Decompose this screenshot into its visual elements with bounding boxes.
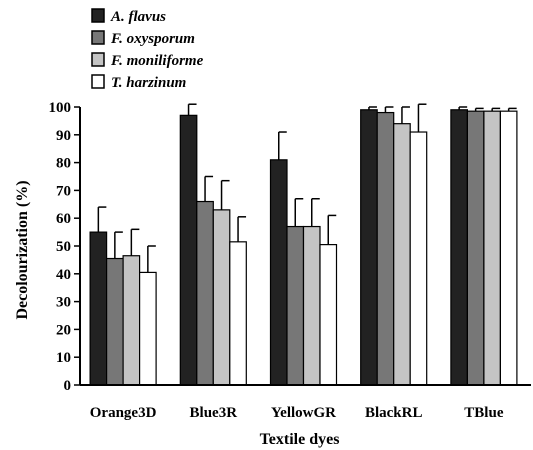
y-axis-title: Decolourization (%) (14, 180, 31, 319)
y-tick-label: 70 (56, 183, 71, 199)
legend-label: A. flavus (110, 9, 166, 25)
bar (229, 241, 247, 386)
bar (376, 111, 395, 386)
y-tick-label: 10 (56, 350, 71, 366)
bars (89, 103, 518, 386)
bar (269, 159, 288, 386)
y-tick-label: 0 (64, 378, 72, 394)
bar (286, 225, 305, 386)
legend-swatch (91, 8, 105, 23)
x-tick-label: Orange3D (90, 405, 157, 421)
bar (360, 109, 378, 386)
legend-label: F. moniliforme (110, 53, 204, 69)
x-tick-label: Blue3R (190, 405, 238, 421)
bar (212, 209, 231, 386)
y-tick-label: 100 (49, 100, 72, 116)
bar (105, 257, 124, 386)
y-tick-label: 80 (56, 156, 71, 172)
x-axis-ticks: Orange3D Blue3R YellowGR BlackRL TBlue (90, 405, 504, 421)
bar (89, 231, 108, 386)
y-tick-label: 90 (56, 128, 71, 144)
legend-swatch (91, 74, 105, 89)
bar (196, 200, 214, 386)
y-tick-label: 30 (56, 295, 71, 311)
bar (122, 255, 141, 386)
bar (466, 110, 485, 386)
bar (499, 110, 518, 386)
legend-label: F. oxysporum (110, 31, 195, 47)
legend-swatch (91, 52, 105, 67)
bar (409, 131, 428, 386)
bar (483, 110, 501, 386)
x-axis-title: Textile dyes (260, 431, 340, 448)
bar (450, 109, 468, 386)
y-tick-label: 40 (56, 267, 71, 283)
bar (302, 225, 321, 386)
bar (179, 114, 198, 386)
x-tick-label: BlackRL (365, 405, 423, 421)
y-tick-label: 50 (56, 239, 71, 255)
y-axis-ticks: 0 10 20 30 40 50 60 70 80 90 100 (49, 100, 80, 394)
bar (393, 123, 411, 386)
legend-swatch (91, 30, 105, 45)
y-tick-label: 60 (56, 211, 71, 227)
x-tick-label: TBlue (464, 405, 504, 421)
legend: A. flavus F. oxysporum F. moniliforme T. ha… (91, 8, 204, 91)
x-tick-label: YellowGR (271, 405, 336, 421)
bar (139, 271, 157, 386)
bar (319, 244, 338, 386)
legend-label: T. harzinum (111, 75, 186, 91)
y-tick-label: 20 (56, 322, 71, 338)
